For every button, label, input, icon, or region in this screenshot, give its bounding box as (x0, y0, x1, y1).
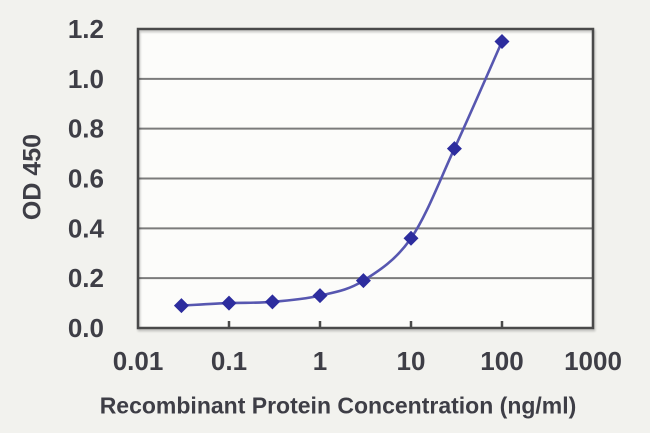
x-tick-label-100: 100 (480, 346, 523, 376)
y-tick-label-0.0: 0.0 (68, 313, 104, 343)
x-tick-label-1: 1 (313, 346, 327, 376)
y-tick-label-0.8: 0.8 (68, 114, 104, 144)
data-point-0.3 (264, 294, 280, 310)
data-point-10 (403, 230, 419, 246)
y-tick-label-0.6: 0.6 (68, 164, 104, 194)
x-axis-title: Recombinant Protein Concentration (ng/ml… (99, 392, 577, 419)
plot-frame (136, 27, 595, 330)
x-tick-label-0.01: 0.01 (113, 346, 164, 376)
data-point-0.1 (221, 295, 237, 311)
data-point-30 (446, 141, 462, 157)
y-tick-label-0.2: 0.2 (68, 263, 104, 293)
data-point-0.03 (173, 298, 189, 314)
data-point-100 (494, 33, 510, 49)
x-tick-label-1000: 1000 (564, 346, 622, 376)
data-point-3 (355, 273, 371, 289)
y-tick-label-1.0: 1.0 (68, 64, 104, 94)
y-tick-label-1.2: 1.2 (68, 14, 104, 44)
data-point-1 (312, 288, 328, 304)
y-tick-label-0.4: 0.4 (68, 213, 105, 243)
y-axis-title: OD 450 (18, 133, 47, 221)
x-tick-label-10: 10 (397, 346, 426, 376)
x-tick-label-0.1: 0.1 (211, 346, 247, 376)
